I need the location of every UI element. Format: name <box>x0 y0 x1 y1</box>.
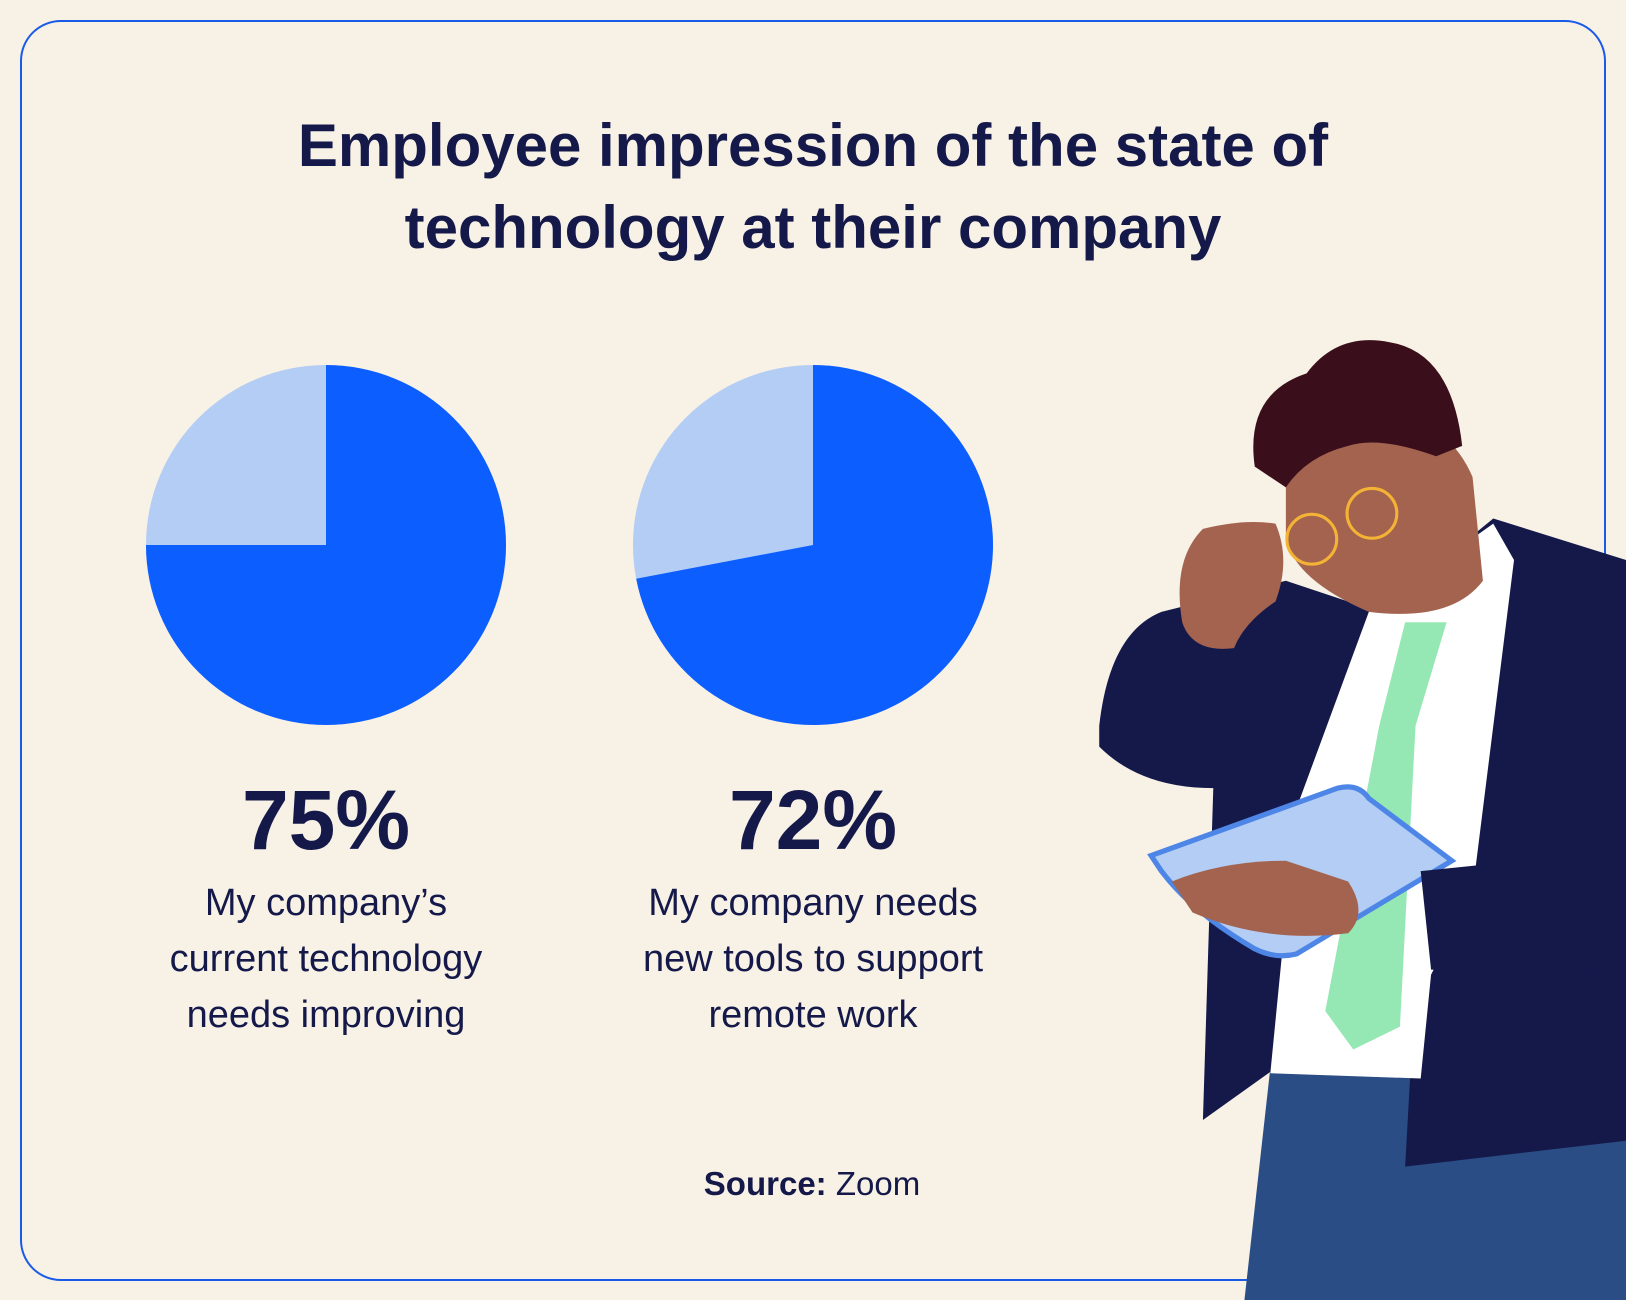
title: Employee impression of the state of tech… <box>297 112 1329 261</box>
caption: My company needs new tools to support re… <box>642 882 984 1036</box>
value-label: 72% <box>728 773 898 867</box>
source-text: Zoom <box>835 1165 921 1202</box>
illustration <box>1099 340 1626 1300</box>
source: Source: Zoom <box>612 1165 1012 1203</box>
value-label: 75% <box>241 773 411 867</box>
pie-slice <box>146 365 506 725</box>
source-label: Source: <box>703 1165 827 1202</box>
caption: My company’s current technology needs im… <box>169 882 483 1036</box>
pie-slice <box>636 365 994 726</box>
